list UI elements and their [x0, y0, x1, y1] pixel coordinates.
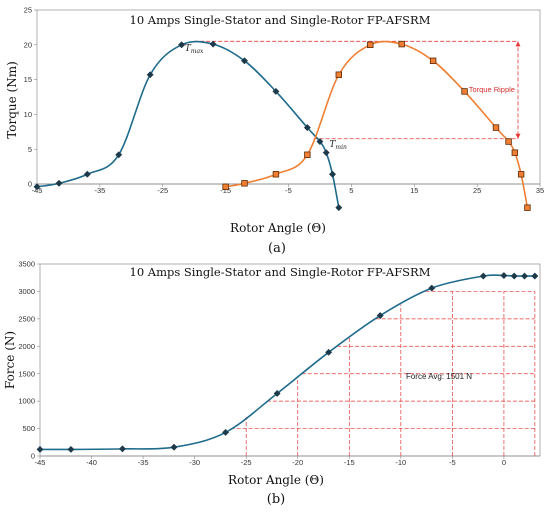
torque-x-tick-label: -35 [94, 186, 105, 195]
force-series-point [325, 348, 333, 356]
torque-x-axis-title: Rotor Angle (Θ) [230, 221, 326, 235]
torque-series-1-point [303, 124, 311, 132]
force-x-tick-label: -20 [292, 458, 303, 467]
torque-series-1-point [209, 40, 217, 48]
torque-series-2-point [524, 204, 531, 211]
force-x-axis-title: Rotor Angle (Θ) [228, 473, 324, 487]
force-y-tick-label: 0 [31, 452, 35, 461]
tmax-label: Tmax [185, 44, 204, 55]
force-x-tick-label: -5 [449, 458, 456, 467]
torque-series-2-point [222, 183, 229, 190]
force-series-point [67, 445, 75, 453]
torque-series-2-point [367, 41, 374, 48]
torque-series-2-point [511, 149, 519, 156]
force-x-tick-label: -10 [395, 458, 406, 467]
torque-y-tick-label: 10 [24, 110, 32, 119]
torque-series-2-point [241, 180, 248, 187]
force-y-tick-label: 2500 [18, 314, 35, 323]
force-series-point [273, 389, 281, 398]
torque-series-2-point [335, 71, 342, 78]
force-series-point [376, 312, 384, 320]
torque-ripple-arrow-bottom [515, 133, 521, 139]
torque-y-axis-title: Torque (Nm) [5, 61, 19, 139]
force-series-point [170, 443, 178, 451]
torque-x-tick-label: -45 [32, 186, 43, 195]
force-series-point [520, 272, 529, 280]
torque-series-1-point [272, 87, 280, 95]
force-series-point [222, 428, 230, 436]
torque-series-2-point [398, 40, 405, 48]
torque-y-tick-label: 5 [28, 145, 32, 154]
force-y-tick-label: 1000 [18, 397, 35, 406]
tmin-subscript: min [335, 144, 347, 151]
torque-series-2-point [461, 88, 468, 95]
torque-series-2-point [517, 171, 525, 178]
force-x-tick-label: 0 [502, 458, 506, 467]
torque-y-tick-label: 20 [24, 40, 32, 49]
torque-series-2-point [304, 151, 311, 158]
force-x-tick-label: -40 [86, 458, 97, 467]
torque-series-2-point [505, 138, 512, 145]
torque-y-tick-label: 25 [24, 6, 32, 15]
force-x-tick-label: -35 [138, 458, 149, 467]
force-plot-frame [39, 263, 541, 457]
torque-y-tick-label: 15 [24, 75, 32, 84]
force-series-line [39, 274, 535, 451]
torque-series-1-point [83, 170, 91, 178]
torque-series-1-point [322, 149, 330, 157]
torque-ripple-arrow-top [515, 41, 521, 47]
torque-chart: -45 -35 -25 -15 -5 5 15 25 35 0 5 10 15 20 25 Torque R… [5, 6, 544, 256]
force-y-tick-label: 1500 [18, 369, 35, 378]
torque-x-tick-label: 5 [349, 186, 353, 195]
force-series-point [500, 271, 508, 280]
force-y-tick-label: 2000 [18, 342, 35, 351]
caption-b: (b) [267, 492, 285, 507]
torque-series-1-point [178, 41, 186, 49]
torque-x-tick-label: -5 [285, 186, 292, 195]
torque-series-1-point [55, 179, 63, 187]
force-x-tick-label: -30 [189, 458, 200, 467]
force-series-point [36, 445, 44, 453]
force-series-point [510, 272, 518, 280]
tmax-subscript: max [191, 48, 204, 55]
force-y-axis-title: Force (N) [3, 331, 17, 389]
force-x-tick-label: -45 [35, 458, 46, 467]
torque-series-1-point [115, 151, 123, 159]
torque-x-tick-label: -25 [157, 186, 168, 195]
torque-series-line-2 [225, 40, 529, 208]
torque-plot-frame [36, 9, 541, 185]
torque-series-2-point [492, 124, 500, 131]
torque-x-tick-label: 15 [410, 186, 418, 195]
torque-series-2-point [272, 171, 280, 178]
torque-series-1-point [240, 57, 249, 65]
torque-series-1-point [335, 204, 343, 212]
force-series-point [118, 445, 127, 453]
torque-series-1-point [316, 137, 324, 146]
force-y-tick-label: 500 [22, 424, 35, 433]
torque-series-1-point [328, 170, 337, 178]
torque-y-tick-label: 0 [28, 180, 32, 189]
torque-chart-title: 10 Amps Single-Stator and Single-Rotor F… [130, 13, 431, 27]
tmin-label: Tmin [329, 140, 347, 151]
torque-x-tick-label: 25 [473, 186, 481, 195]
force-avg-label: Force Avg: 1501 N [406, 372, 472, 381]
force-series-point [531, 272, 539, 280]
force-x-tick-label: -25 [241, 458, 252, 467]
torque-series-2-point [429, 57, 437, 65]
torque-ripple-label: Torque Ripple [469, 85, 515, 94]
force-series-point [428, 284, 436, 292]
force-chart-title: 10 Amps Single-Stator and Single-Rotor F… [130, 265, 431, 279]
torque-series-1-point [33, 183, 41, 191]
force-x-tick-label: -15 [344, 458, 355, 467]
force-y-tick-label: 3500 [18, 260, 35, 269]
caption-a: (a) [268, 241, 286, 256]
torque-series-1-point [146, 71, 154, 79]
force-series-point [479, 272, 487, 280]
force-chart: -45-40-35-30-25-20-15-10-505050010001500… [3, 260, 541, 507]
torque-series-line-1 [36, 40, 340, 208]
torque-x-tick-label: -15 [220, 186, 231, 195]
force-y-tick-label: 3000 [18, 287, 35, 296]
torque-x-tick-label: 35 [536, 186, 544, 195]
